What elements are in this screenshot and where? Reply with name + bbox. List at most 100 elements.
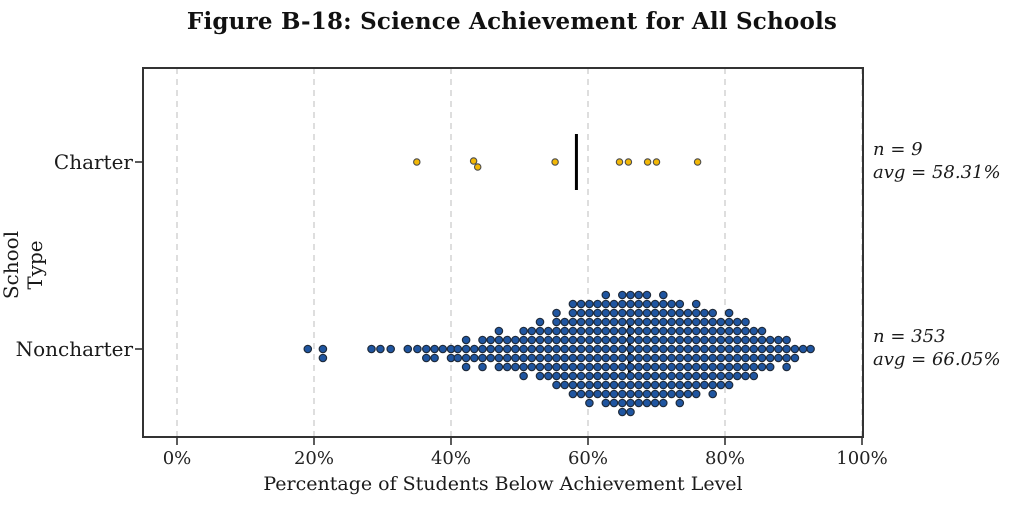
noncharter-dot [765, 344, 775, 354]
noncharter-dot [650, 353, 660, 363]
noncharter-dot [576, 326, 586, 336]
noncharter-dot [617, 344, 627, 354]
noncharter-dot [724, 308, 734, 318]
noncharter-dot [675, 308, 685, 318]
noncharter-dot [634, 335, 644, 345]
charter-dot [469, 157, 478, 165]
noncharter-dot [609, 380, 619, 390]
noncharter-dot [511, 362, 520, 372]
noncharter-dot [691, 362, 701, 372]
noncharter-dot [601, 380, 611, 390]
noncharter-dot [609, 317, 619, 327]
noncharter-dot [650, 299, 660, 309]
noncharter-dot [626, 299, 635, 309]
noncharter-dot [502, 335, 512, 345]
noncharter-dot [708, 308, 718, 318]
noncharter-dot [667, 380, 676, 390]
noncharter-dot [552, 326, 561, 336]
noncharter-dot [700, 308, 709, 318]
noncharter-dot [724, 380, 734, 390]
noncharter-dot [593, 335, 602, 345]
noncharter-dot [741, 371, 750, 381]
noncharter-dot [552, 353, 561, 363]
noncharter-dot [318, 344, 328, 354]
noncharter-dot [683, 326, 693, 336]
noncharter-dot [568, 326, 578, 336]
noncharter-dot [413, 344, 422, 354]
noncharter-dot [683, 389, 693, 399]
noncharter-dot [535, 371, 545, 381]
noncharter-dot [675, 317, 685, 327]
noncharter-dot [560, 353, 570, 363]
noncharter-dot [650, 380, 660, 390]
noncharter-dot [774, 353, 783, 363]
noncharter-dot [478, 353, 487, 363]
noncharter-dot [585, 362, 594, 372]
noncharter-dot [576, 335, 586, 345]
noncharter-dot [535, 353, 545, 363]
noncharter-dot [716, 317, 726, 327]
noncharter-dot [527, 353, 537, 363]
noncharter-dot [469, 344, 479, 354]
noncharter-dot [494, 362, 504, 372]
noncharter-dot [609, 335, 619, 345]
x-tick-label-60pct: 60% [568, 448, 608, 469]
noncharter-dot [658, 353, 668, 363]
noncharter-dot [634, 317, 644, 327]
noncharter-dot [732, 362, 742, 372]
noncharter-dot [683, 317, 693, 327]
noncharter-dot [691, 380, 701, 390]
charter-dot [473, 163, 482, 171]
charter-dot [551, 158, 559, 166]
noncharter-dot [593, 380, 602, 390]
noncharter-dot [469, 353, 479, 363]
noncharter-dot [700, 353, 709, 363]
noncharter-dot [576, 389, 586, 399]
noncharter-dot [617, 380, 627, 390]
noncharter-dot [675, 299, 685, 309]
noncharter-dot [552, 362, 561, 372]
noncharter-dot [576, 371, 586, 381]
noncharter-dot [543, 335, 553, 345]
noncharter-dot [642, 380, 652, 390]
noncharter-dot [626, 353, 635, 363]
noncharter-dot [691, 353, 701, 363]
noncharter-dot [585, 380, 594, 390]
noncharter-dot [732, 353, 742, 363]
noncharter-dot [741, 317, 750, 327]
noncharter-dot [757, 335, 767, 345]
noncharter-dot [519, 371, 528, 381]
noncharter-dot [675, 380, 685, 390]
noncharter-dot [593, 308, 602, 318]
noncharter-dot [552, 335, 561, 345]
x-tick-label-20pct: 20% [294, 448, 334, 469]
noncharter-dot [749, 335, 759, 345]
noncharter-dot [626, 380, 635, 390]
noncharter-dot [560, 344, 570, 354]
annotation-charter: n = 9 avg = 58.31% [873, 138, 1023, 184]
noncharter-dot [502, 344, 512, 354]
noncharter-dot [585, 335, 594, 345]
noncharter-dot [560, 371, 570, 381]
noncharter-dot [716, 380, 726, 390]
noncharter-dot [708, 353, 718, 363]
noncharter-dot [691, 371, 701, 381]
noncharter-dot [724, 362, 734, 372]
noncharter-dot [683, 362, 693, 372]
noncharter-dot [675, 389, 685, 399]
noncharter-dot [494, 353, 504, 363]
noncharter-dot [774, 335, 783, 345]
noncharter-dot [667, 371, 676, 381]
noncharter-dot [568, 335, 578, 345]
noncharter-dot [568, 344, 578, 354]
noncharter-dot [626, 407, 635, 417]
noncharter-dot [724, 371, 734, 381]
noncharter-dot [716, 326, 726, 336]
charter-dot [624, 158, 633, 166]
noncharter-dot [675, 335, 685, 345]
noncharter-dot [585, 326, 594, 336]
annotation-charter-avg: avg = 58.31% [873, 162, 1001, 183]
noncharter-dot [486, 353, 496, 363]
noncharter-dot [511, 353, 520, 363]
noncharter-dot [790, 353, 800, 363]
